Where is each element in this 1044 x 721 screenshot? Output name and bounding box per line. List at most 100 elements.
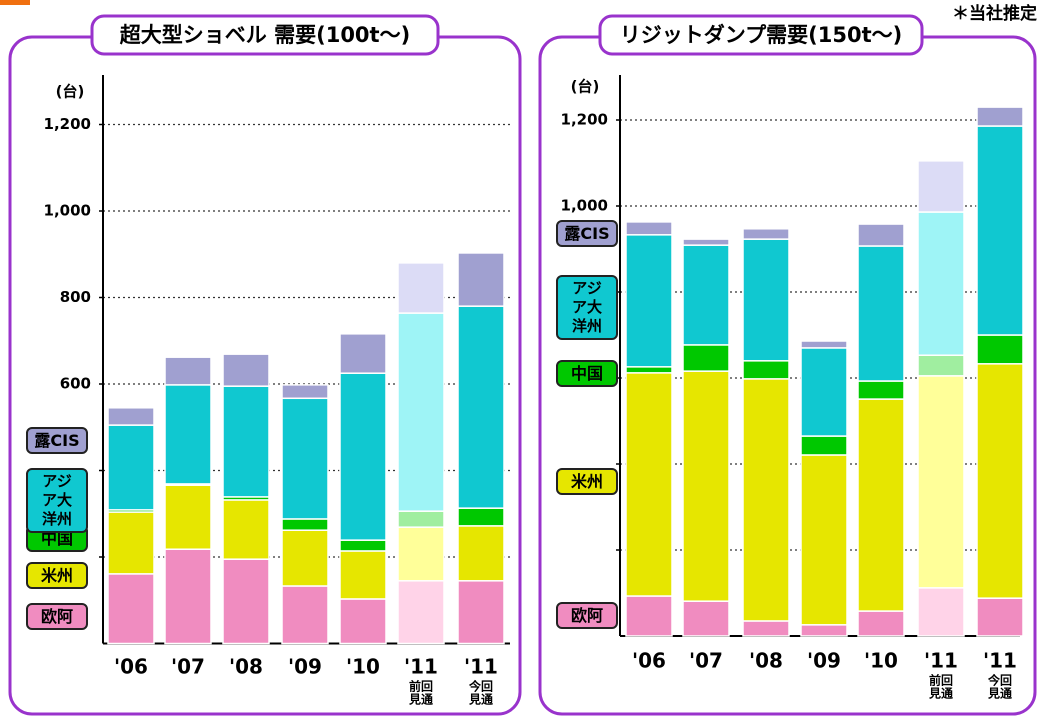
- decoration: [0, 0, 30, 5]
- category-note: 見通: [408, 692, 433, 707]
- bar-segment: [917, 160, 965, 213]
- x-tick-label: '10: [346, 655, 380, 679]
- bar-segment: [457, 507, 505, 527]
- bar-segment: [857, 223, 905, 247]
- bar-segment: [682, 244, 730, 346]
- bar-segment: [682, 370, 730, 602]
- x-tick-label: '10: [864, 649, 898, 673]
- category-note: 見通: [468, 692, 493, 707]
- bar-segment: [976, 125, 1024, 336]
- y-axis-label: (台): [56, 83, 85, 101]
- bar-segment: [800, 340, 848, 349]
- bar-segment: [107, 511, 155, 575]
- bar-segment: [800, 454, 848, 626]
- bar-segment: [917, 375, 965, 589]
- bar-segment: [339, 539, 387, 552]
- bar-segment: [281, 529, 329, 587]
- category-note: 見通: [928, 686, 953, 701]
- bar-segment: [281, 384, 329, 400]
- bar-segment: [339, 550, 387, 600]
- bar-segment: [976, 363, 1024, 599]
- bar-segment: [397, 526, 445, 582]
- bar-segment: [339, 372, 387, 541]
- bar-segment: [281, 518, 329, 531]
- bar-segment: [857, 610, 905, 637]
- bar-segment: [222, 499, 270, 560]
- x-tick-label: '11: [404, 655, 438, 679]
- bar-segment: [339, 333, 387, 374]
- bar-segment: [397, 580, 445, 645]
- legend-entry: 米州: [556, 468, 618, 495]
- bar-segment: [164, 384, 212, 485]
- bar-segment: [625, 221, 673, 236]
- bar-segment: [800, 435, 848, 456]
- bar-segment: [976, 334, 1024, 365]
- y-tick-label: 800: [60, 288, 91, 306]
- legend-entry: 露CIS: [26, 427, 88, 454]
- bar-segment: [281, 585, 329, 645]
- y-tick-label: 600: [60, 375, 91, 393]
- category-note: 見通: [987, 686, 1012, 701]
- bar-segment: [457, 580, 505, 645]
- bar-segment: [222, 353, 270, 387]
- x-tick-label: '06: [114, 655, 148, 679]
- category-note: 今回: [468, 679, 493, 694]
- x-tick-label: '11: [464, 655, 498, 679]
- category-note: 今回: [987, 673, 1012, 688]
- bar-segment: [917, 587, 965, 637]
- bar-segment: [742, 378, 790, 622]
- y-tick-label: 1,000: [44, 202, 91, 220]
- title-box: [90, 14, 440, 56]
- bar-segment: [222, 558, 270, 645]
- bar-segment: [625, 372, 673, 597]
- y-tick-label: 1,200: [561, 111, 608, 129]
- x-tick-label: '07: [171, 655, 205, 679]
- bar-segment: [742, 238, 790, 362]
- bar-segment: [625, 366, 673, 374]
- bar-segment: [164, 356, 212, 386]
- bar-segment: [107, 424, 155, 511]
- category-note: 前回: [929, 673, 953, 688]
- x-tick-label: '08: [749, 649, 783, 673]
- bar-segment: [397, 312, 445, 512]
- y-tick-label: 1,000: [561, 197, 608, 215]
- x-tick-label: '09: [288, 655, 322, 679]
- bar-segment: [625, 595, 673, 637]
- bar-segment: [457, 252, 505, 307]
- bar-segment: [457, 525, 505, 582]
- chart-title: 超大型ショベル 需要(100t〜): [120, 23, 410, 47]
- bar-segment: [164, 548, 212, 645]
- bar-segment: [625, 234, 673, 368]
- bar-segment: [800, 347, 848, 437]
- x-tick-label: '07: [689, 649, 723, 673]
- bar-segment: [397, 262, 445, 314]
- bar-segment: [339, 598, 387, 645]
- bar-segment: [457, 305, 505, 509]
- x-tick-label: '06: [632, 649, 666, 673]
- legend-entry: 露CIS: [556, 220, 618, 247]
- category-note: 前回: [409, 679, 433, 694]
- title-box: [598, 14, 924, 56]
- legend-entry: 欧阿: [556, 602, 618, 629]
- chart-title: リジットダンプ需要(150t〜): [620, 23, 902, 47]
- bar-segment: [917, 211, 965, 356]
- bar-segment: [800, 624, 848, 637]
- bar-segment: [397, 510, 445, 528]
- bar-segment: [976, 106, 1024, 127]
- legend-entry: アジア大洋州: [26, 468, 88, 533]
- bar-segment: [742, 620, 790, 637]
- x-tick-label: '08: [229, 655, 263, 679]
- bar-segment: [222, 385, 270, 498]
- bar-segment: [917, 354, 965, 377]
- bar-segment: [682, 238, 730, 246]
- bar-segment: [976, 597, 1024, 637]
- bar-segment: [107, 407, 155, 426]
- bar-segment: [281, 397, 329, 520]
- bar-segment: [682, 344, 730, 372]
- x-tick-label: '09: [807, 649, 841, 673]
- y-tick-label: 1,200: [44, 115, 91, 133]
- bar-segment: [682, 600, 730, 637]
- note: ＊当社推定: [952, 3, 1037, 24]
